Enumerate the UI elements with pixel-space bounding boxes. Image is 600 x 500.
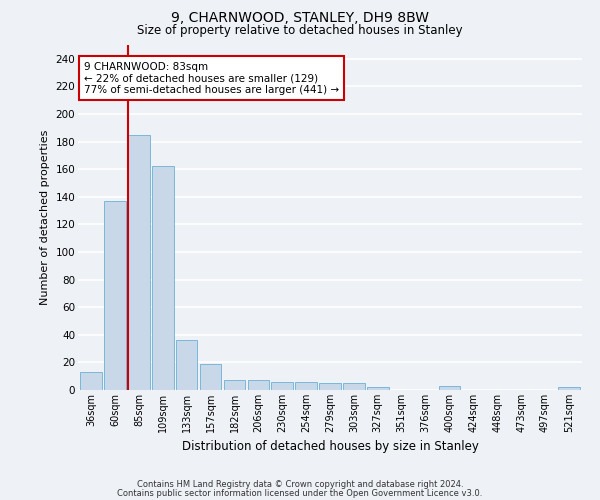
Bar bbox=[271, 382, 293, 390]
Bar bbox=[248, 380, 269, 390]
Text: Size of property relative to detached houses in Stanley: Size of property relative to detached ho… bbox=[137, 24, 463, 37]
Y-axis label: Number of detached properties: Number of detached properties bbox=[40, 130, 50, 305]
Bar bbox=[200, 364, 221, 390]
Bar bbox=[558, 387, 580, 390]
X-axis label: Distribution of detached houses by size in Stanley: Distribution of detached houses by size … bbox=[182, 440, 478, 454]
Bar bbox=[128, 134, 149, 390]
Text: Contains HM Land Registry data © Crown copyright and database right 2024.: Contains HM Land Registry data © Crown c… bbox=[137, 480, 463, 489]
Text: 9, CHARNWOOD, STANLEY, DH9 8BW: 9, CHARNWOOD, STANLEY, DH9 8BW bbox=[171, 11, 429, 25]
Text: 9 CHARNWOOD: 83sqm
← 22% of detached houses are smaller (129)
77% of semi-detach: 9 CHARNWOOD: 83sqm ← 22% of detached hou… bbox=[84, 62, 339, 95]
Bar bbox=[319, 383, 341, 390]
Bar bbox=[80, 372, 102, 390]
Bar bbox=[439, 386, 460, 390]
Bar bbox=[295, 382, 317, 390]
Bar bbox=[343, 383, 365, 390]
Bar bbox=[104, 201, 126, 390]
Bar bbox=[224, 380, 245, 390]
Text: Contains public sector information licensed under the Open Government Licence v3: Contains public sector information licen… bbox=[118, 489, 482, 498]
Bar bbox=[152, 166, 173, 390]
Bar bbox=[176, 340, 197, 390]
Bar bbox=[367, 387, 389, 390]
